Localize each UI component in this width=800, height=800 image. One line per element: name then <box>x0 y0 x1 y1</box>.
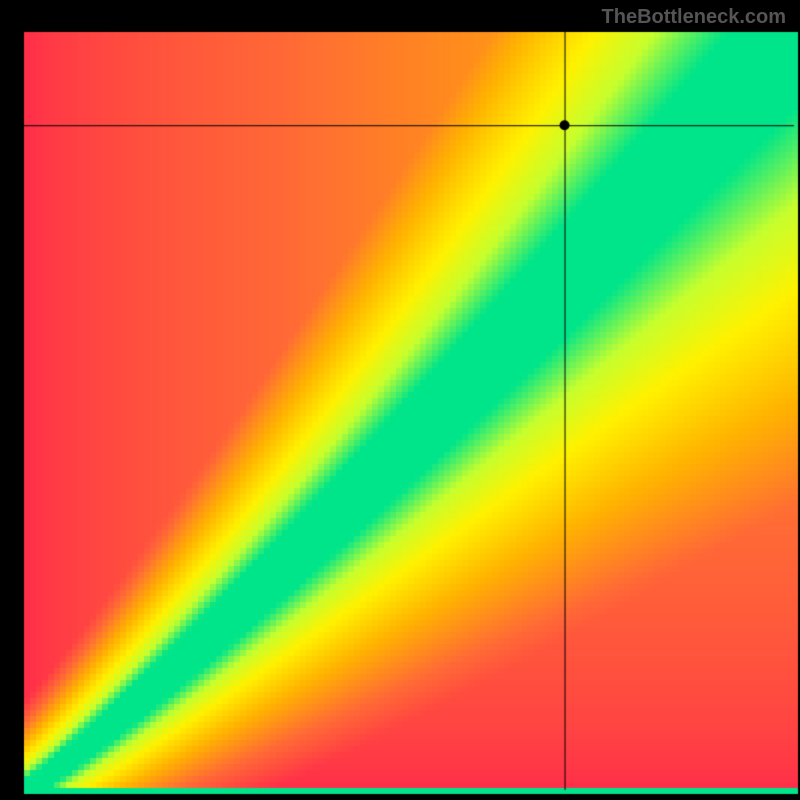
watermark-text: TheBottleneck.com <box>602 6 786 29</box>
bottleneck-heatmap <box>0 0 800 800</box>
